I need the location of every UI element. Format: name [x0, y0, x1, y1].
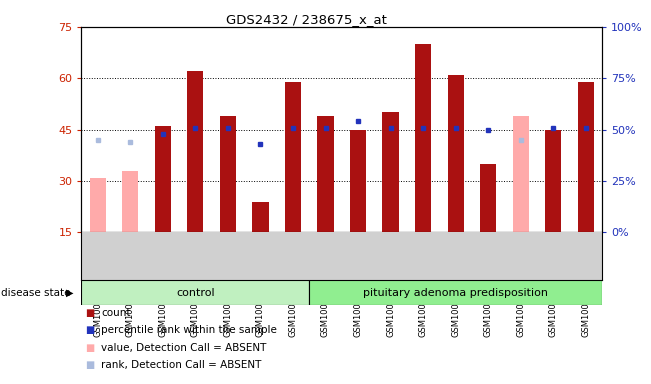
- Text: control: control: [176, 288, 215, 298]
- Text: GDS2432 / 238675_x_at: GDS2432 / 238675_x_at: [225, 13, 387, 26]
- Bar: [81, 280, 309, 305]
- Bar: [480, 164, 497, 232]
- Bar: [415, 44, 432, 232]
- Text: ■: ■: [85, 360, 94, 370]
- Bar: [187, 71, 204, 232]
- Bar: [155, 126, 171, 232]
- Text: rank, Detection Call = ABSENT: rank, Detection Call = ABSENT: [101, 360, 261, 370]
- Text: ■: ■: [85, 343, 94, 353]
- Bar: [383, 113, 399, 232]
- Text: value, Detection Call = ABSENT: value, Detection Call = ABSENT: [101, 343, 266, 353]
- Bar: [448, 75, 464, 232]
- Bar: [309, 280, 602, 305]
- Bar: [350, 130, 366, 232]
- Text: pituitary adenoma predisposition: pituitary adenoma predisposition: [363, 288, 548, 298]
- Bar: [285, 82, 301, 232]
- Bar: [578, 82, 594, 232]
- Bar: [90, 177, 105, 232]
- Text: disease state: disease state: [1, 288, 70, 298]
- Text: ■: ■: [85, 308, 94, 318]
- Text: ■: ■: [85, 325, 94, 335]
- Text: ▶: ▶: [66, 288, 74, 298]
- Bar: [122, 170, 139, 232]
- Text: count: count: [101, 308, 130, 318]
- Bar: [318, 116, 334, 232]
- Bar: [546, 130, 562, 232]
- Bar: [220, 116, 236, 232]
- Text: percentile rank within the sample: percentile rank within the sample: [101, 325, 277, 335]
- Bar: [513, 116, 529, 232]
- Bar: [253, 202, 269, 232]
